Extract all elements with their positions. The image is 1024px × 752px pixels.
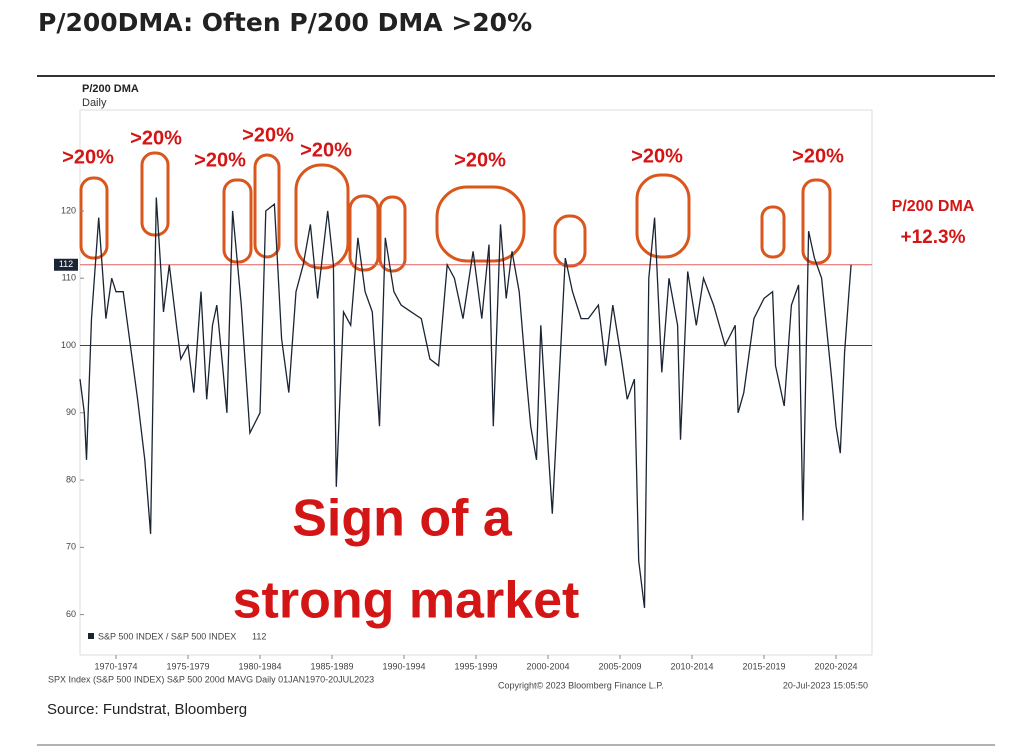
chart-title: P/200DMA: Often P/200 DMA >20%: [38, 8, 532, 37]
ring: [553, 214, 587, 268]
callout: strong market: [233, 572, 580, 630]
annotation: +12.3%: [901, 227, 966, 248]
callout: Sign of a: [292, 490, 513, 548]
legend-label: S&P 500 INDEX / S&P 500 INDEX: [98, 631, 236, 641]
current-value-label: 112: [59, 259, 73, 269]
footer-left: SPX Index (S&P 500 INDEX) S&P 500 200d M…: [48, 674, 374, 684]
ring: [635, 173, 691, 259]
ring: [140, 151, 170, 237]
x-tick-label: 1985-1989: [310, 661, 353, 671]
x-tick-label: 2015-2019: [742, 661, 785, 671]
ring: [760, 205, 786, 259]
highlight-rings: [79, 151, 832, 273]
legend-value: 112: [252, 631, 266, 641]
subheader: Daily: [82, 97, 107, 109]
current-tag: [54, 258, 78, 271]
ring: [801, 178, 832, 265]
x-tick-label: 2020-2024: [814, 661, 857, 671]
peak-label: >20%: [300, 139, 352, 161]
x-tick-label: 2000-2004: [526, 661, 569, 671]
chart-header: P/200 DMA: [82, 83, 139, 95]
footer-mid: Copyright© 2023 Bloomberg Finance L.P.: [498, 680, 664, 690]
peak-label: >20%: [62, 146, 114, 168]
ring: [348, 194, 380, 272]
y-tick-label: 70: [66, 542, 76, 552]
x-tick-label: 1970-1974: [94, 661, 137, 671]
y-tick-label: 80: [66, 474, 76, 484]
ring: [435, 185, 526, 263]
peak-label: >20%: [242, 124, 294, 146]
x-tick-label: 2010-2014: [670, 661, 713, 671]
peak-label: >20%: [454, 149, 506, 171]
ring: [79, 176, 109, 260]
footer-right: 20-Jul-2023 15:05:50: [783, 680, 868, 690]
x-tick-label: 1975-1979: [166, 661, 209, 671]
ring: [253, 153, 281, 259]
source: Source: Fundstrat, Bloomberg: [47, 701, 247, 718]
ring: [222, 178, 253, 264]
x-tick-label: 1995-1999: [454, 661, 497, 671]
y-tick-label: 120: [61, 205, 76, 215]
peak-label: >20%: [792, 145, 844, 167]
y-tick-label: 110: [62, 273, 76, 283]
peak-label: >20%: [130, 127, 182, 149]
x-tick-label: 1980-1984: [238, 661, 281, 671]
ring: [378, 195, 407, 273]
peak-label: >20%: [194, 149, 246, 171]
y-tick-label: 100: [61, 340, 76, 350]
peak-label: >20%: [631, 145, 683, 167]
y-tick-label: 90: [66, 407, 76, 417]
series-line: [79, 197, 852, 608]
ring: [294, 163, 350, 270]
x-tick-label: 1990-1994: [382, 661, 425, 671]
y-tick-label: 60: [66, 609, 76, 619]
legend-swatch: [88, 633, 94, 639]
annotation: P/200 DMA: [892, 198, 975, 215]
x-tick-label: 2005-2009: [598, 661, 641, 671]
